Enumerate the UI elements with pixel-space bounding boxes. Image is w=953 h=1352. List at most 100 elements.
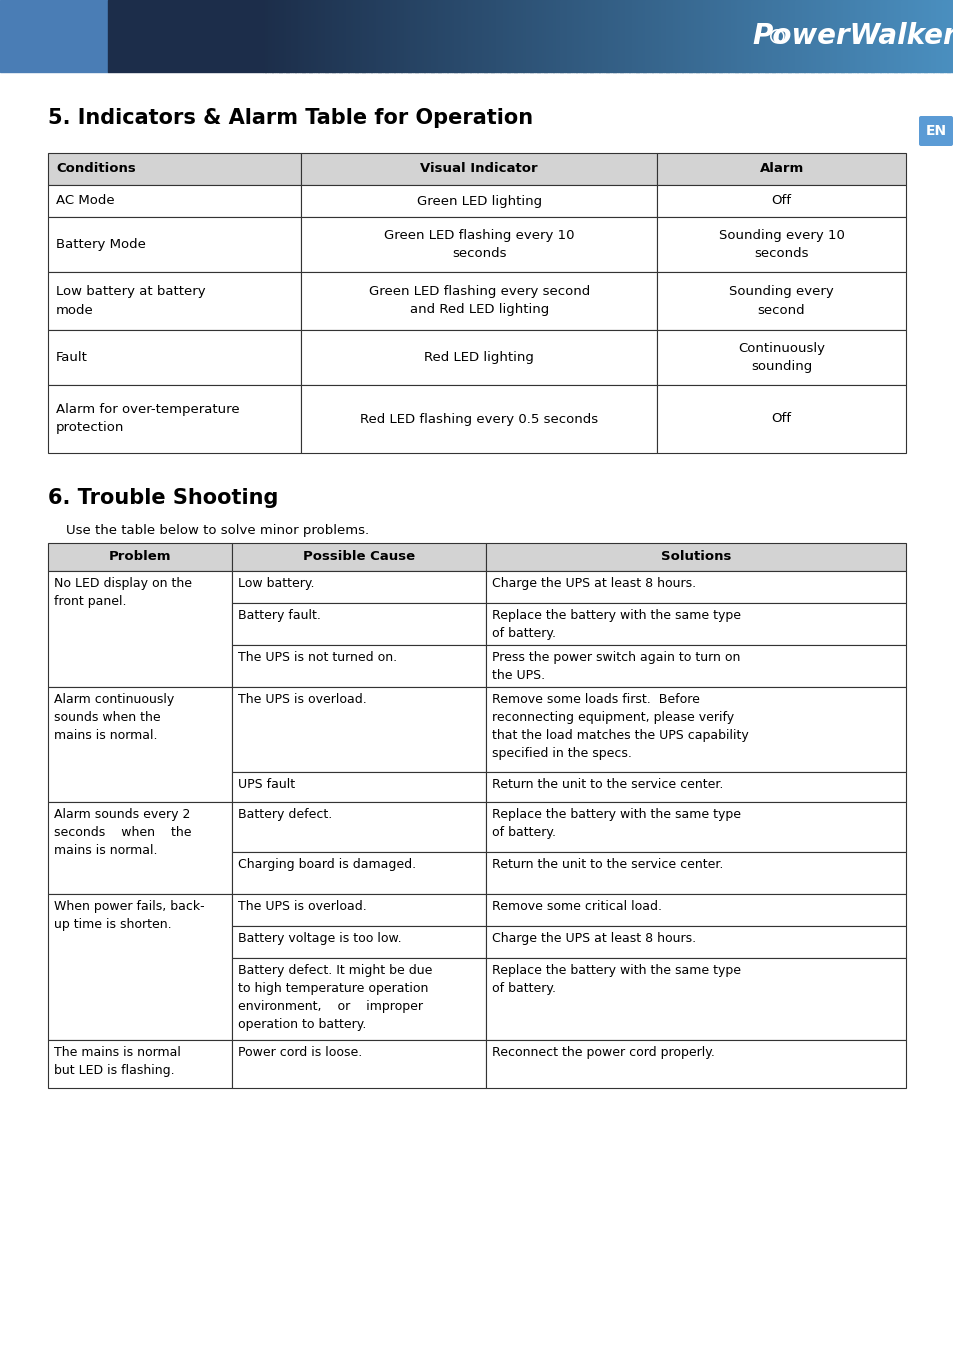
Bar [233, 687, 485, 772]
Text: Off: Off [771, 195, 791, 207]
Bar [338, 0, 341, 72]
Bar [301, 218, 657, 272]
Bar [491, 0, 494, 72]
Bar [564, 0, 567, 72]
Text: ⊙: ⊙ [767, 26, 785, 46]
Bar [403, 0, 406, 72]
Text: Green LED flashing every 10
seconds: Green LED flashing every 10 seconds [383, 228, 574, 260]
Bar [594, 0, 597, 72]
Bar [413, 0, 416, 72]
Bar [516, 0, 518, 72]
Bar [493, 0, 496, 72]
Bar [688, 0, 691, 72]
Bar [485, 802, 905, 852]
Bar [657, 385, 905, 453]
Text: Red LED lighting: Red LED lighting [424, 352, 534, 364]
Bar [681, 0, 684, 72]
Bar [485, 959, 905, 1040]
Bar [320, 0, 323, 72]
Bar [429, 0, 431, 72]
Text: Solutions: Solutions [659, 550, 730, 564]
Bar [702, 0, 705, 72]
Bar [569, 0, 572, 72]
Bar [535, 0, 537, 72]
Bar [571, 0, 574, 72]
Bar [465, 0, 468, 72]
Bar [307, 0, 309, 72]
Bar [821, 0, 824, 72]
Bar [619, 0, 622, 72]
Bar [624, 0, 627, 72]
Text: Reconnect the power cord properly.: Reconnect the power cord properly. [491, 1046, 714, 1059]
Bar [587, 0, 590, 72]
Text: Visual Indicator: Visual Indicator [420, 162, 537, 176]
Bar [946, 0, 949, 72]
Bar [332, 0, 335, 72]
Bar [813, 0, 816, 72]
Bar [485, 544, 905, 571]
Bar [711, 0, 714, 72]
Bar [875, 0, 878, 72]
Bar [408, 0, 411, 72]
Bar [663, 0, 666, 72]
Bar [481, 0, 484, 72]
Bar [301, 272, 657, 330]
Bar [458, 0, 461, 72]
Bar [704, 0, 707, 72]
Bar [233, 772, 485, 802]
Bar [476, 0, 479, 72]
Bar [48, 1040, 233, 1088]
Text: 5. Indicators & Alarm Table for Operation: 5. Indicators & Alarm Table for Operatio… [48, 108, 533, 128]
Bar [488, 0, 491, 72]
Bar [735, 0, 738, 72]
Bar [293, 0, 295, 72]
Text: Off: Off [771, 412, 791, 426]
Bar [233, 959, 485, 1040]
Bar [626, 0, 629, 72]
Bar [644, 0, 647, 72]
Bar [829, 0, 832, 72]
Bar [660, 0, 663, 72]
Text: Battery defect. It might be due
to high temperature operation
environment,    or: Battery defect. It might be due to high … [238, 964, 433, 1032]
Bar [546, 0, 549, 72]
Bar [838, 0, 841, 72]
Bar [743, 0, 746, 72]
Bar [485, 852, 905, 894]
Bar [325, 0, 328, 72]
Bar [649, 0, 652, 72]
Bar [566, 0, 569, 72]
Bar [771, 0, 774, 72]
Bar [608, 0, 611, 72]
Bar [431, 0, 434, 72]
Bar [444, 0, 447, 72]
Bar [598, 0, 601, 72]
Bar [785, 0, 788, 72]
Bar [449, 0, 452, 72]
Bar [854, 0, 857, 72]
Bar [460, 0, 463, 72]
Bar [921, 0, 923, 72]
Bar [268, 0, 270, 72]
Text: Green LED lighting: Green LED lighting [416, 195, 541, 207]
Bar [739, 0, 741, 72]
Text: Remove some critical load.: Remove some critical load. [491, 900, 660, 913]
Bar [603, 0, 606, 72]
Bar [935, 0, 938, 72]
Bar [720, 0, 723, 72]
Bar [847, 0, 850, 72]
Bar [877, 0, 880, 72]
Bar [525, 0, 528, 72]
Bar [760, 0, 762, 72]
Bar [842, 0, 845, 72]
Bar [377, 0, 380, 72]
Bar [433, 0, 436, 72]
Bar [861, 0, 863, 72]
Bar [304, 0, 307, 72]
Bar [485, 603, 905, 645]
Text: Battery defect.: Battery defect. [238, 808, 333, 821]
Bar [904, 0, 907, 72]
Bar [375, 0, 378, 72]
Text: Alarm for over-temperature
protection: Alarm for over-temperature protection [56, 403, 239, 434]
Bar [436, 0, 438, 72]
Bar [302, 0, 305, 72]
